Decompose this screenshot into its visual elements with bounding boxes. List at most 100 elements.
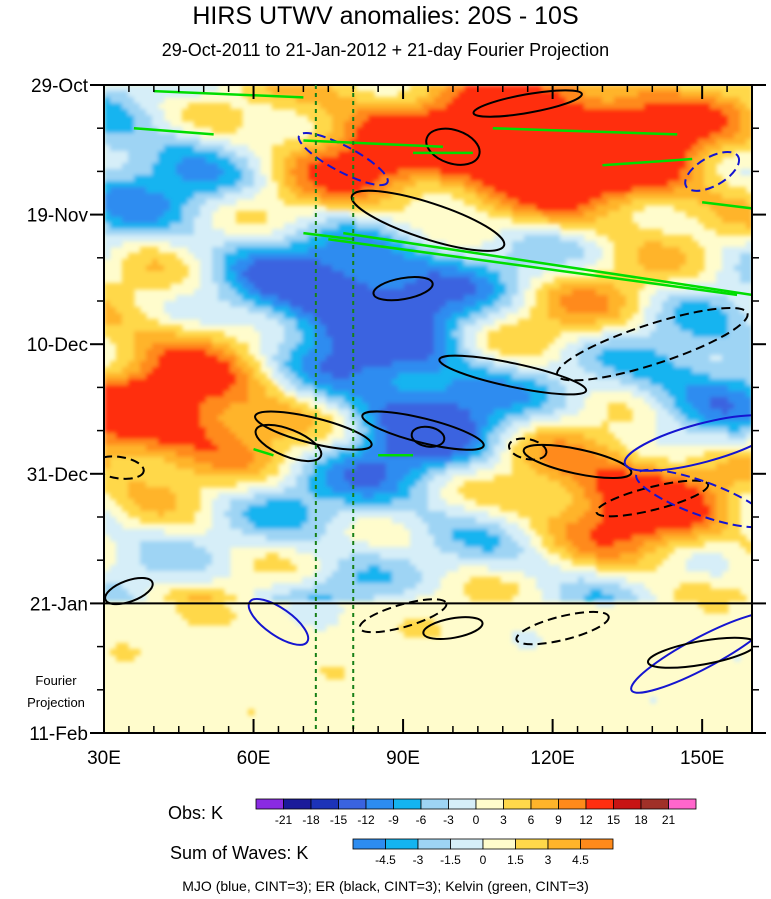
field-cell (626, 175, 633, 182)
field-cell (164, 205, 171, 212)
field-cell (236, 301, 243, 308)
field-cell (704, 313, 711, 320)
field-cell (560, 307, 567, 314)
field-cell (512, 199, 519, 206)
field-cell (734, 187, 741, 194)
field-cell (530, 181, 537, 188)
field-cell (452, 169, 459, 176)
field-cell (182, 157, 189, 164)
field-cell (398, 295, 405, 302)
field-cell (104, 85, 111, 92)
field-cell (284, 301, 291, 308)
field-cell (254, 325, 261, 332)
field-cell (224, 379, 231, 386)
field-cell (302, 337, 309, 344)
field-cell (128, 289, 135, 296)
field-cell (212, 289, 219, 296)
field-cell (500, 205, 507, 212)
field-cell (386, 133, 393, 140)
field-cell (446, 151, 453, 158)
field-cell (626, 97, 633, 104)
field-cell (548, 181, 555, 188)
field-cell (272, 385, 279, 392)
field-cell (716, 379, 723, 386)
field-cell (206, 181, 213, 188)
field-cell (224, 235, 231, 242)
field-cell (494, 277, 501, 284)
field-cell (182, 181, 189, 188)
field-cell (308, 181, 315, 188)
field-cell (278, 163, 285, 170)
field-cell (278, 175, 285, 182)
field-cell (116, 355, 123, 362)
field-cell (674, 163, 681, 170)
field-cell (464, 85, 471, 92)
field-cell (566, 187, 573, 194)
field-cell (290, 307, 297, 314)
field-cell (548, 331, 555, 338)
field-cell (500, 145, 507, 152)
field-cell (686, 91, 693, 98)
field-cell (548, 163, 555, 170)
field-cell (596, 133, 603, 140)
field-cell (134, 115, 141, 122)
field-cell (230, 151, 237, 158)
field-cell (182, 235, 189, 242)
field-cell (260, 319, 267, 326)
field-cell (212, 163, 219, 170)
field-cell (722, 325, 729, 332)
field-cell (644, 229, 651, 236)
field-cell (488, 397, 495, 404)
field-cell (554, 109, 561, 116)
field-cell (308, 265, 315, 272)
field-cell (380, 247, 387, 254)
field-cell (392, 235, 399, 242)
field-cell (698, 289, 705, 296)
field-cell (452, 157, 459, 164)
field-cell (608, 175, 615, 182)
field-cell (578, 337, 585, 344)
field-cell (338, 157, 345, 164)
field-cell (458, 331, 465, 338)
field-cell (200, 163, 207, 170)
field-cell (116, 169, 123, 176)
field-cell (344, 385, 351, 392)
field-cell (614, 301, 621, 308)
field-cell (182, 241, 189, 248)
field-cell (122, 361, 129, 368)
field-cell (314, 391, 321, 398)
field-cell (434, 283, 441, 290)
field-cell (704, 367, 711, 374)
field-cell (488, 319, 495, 326)
field-cell (548, 205, 555, 212)
field-cell (446, 331, 453, 338)
field-cell (728, 283, 735, 290)
field-cell (716, 217, 723, 224)
field-cell (692, 121, 699, 128)
field-cell (668, 139, 675, 146)
field-cell (368, 121, 375, 128)
field-cell (206, 331, 213, 338)
field-cell (386, 253, 393, 260)
field-cell (518, 259, 525, 266)
field-cell (362, 343, 369, 350)
field-cell (146, 385, 153, 392)
field-cell (524, 193, 531, 200)
field-cell (518, 367, 525, 374)
field-cell (104, 367, 111, 374)
field-cell (176, 211, 183, 218)
field-cell (704, 355, 711, 362)
field-cell (158, 205, 165, 212)
field-cell (476, 367, 483, 374)
field-cell (590, 253, 597, 260)
field-cell (392, 373, 399, 380)
field-cell (536, 175, 543, 182)
field-cell (320, 319, 327, 326)
field-cell (710, 349, 717, 356)
field-cell (236, 175, 243, 182)
field-cell (152, 277, 159, 284)
field-cell (230, 121, 237, 128)
field-cell (446, 325, 453, 332)
field-cell (584, 283, 591, 290)
field-cell (716, 229, 723, 236)
